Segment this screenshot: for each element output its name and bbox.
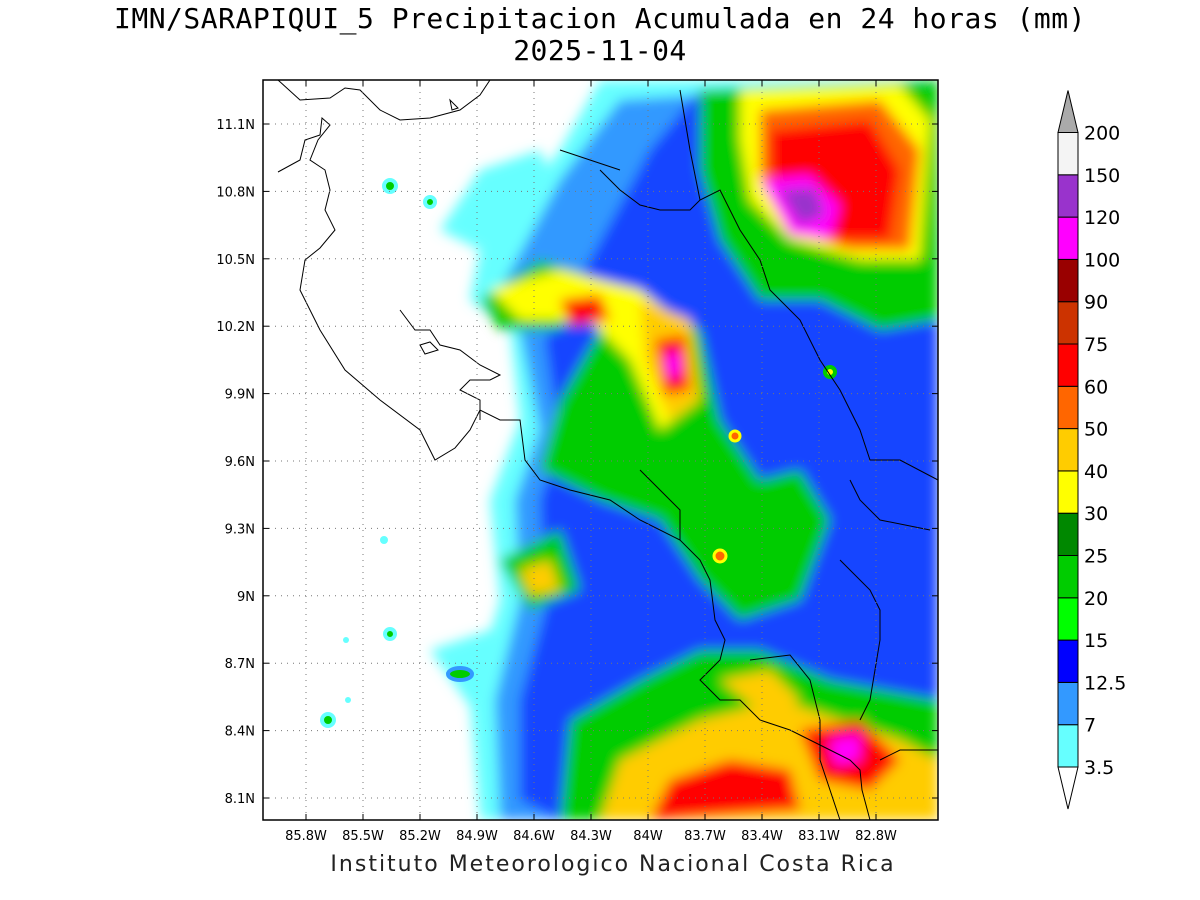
lat-tick-label: 11.1N xyxy=(216,118,255,133)
colorbar-over-arrow xyxy=(1057,90,1079,133)
footer-credit: Instituto Meteorologico Nacional Costa R… xyxy=(330,852,896,877)
colorbar-level-label: 25 xyxy=(1084,546,1108,568)
lat-tick-label: 10.5N xyxy=(216,253,255,268)
lon-tick-label: 84.6W xyxy=(513,829,555,844)
coastline-borders xyxy=(277,80,938,820)
colorbar-level-label: 7 xyxy=(1084,715,1096,737)
colorbar-level-label: 20 xyxy=(1084,588,1108,610)
lat-tick-label: 8.1N xyxy=(225,792,255,807)
lat-tick-label: 9.9N xyxy=(225,388,255,403)
lon-tick-label: 82.8W xyxy=(855,829,897,844)
colorbar-level-label: 100 xyxy=(1084,249,1120,271)
colorbar-level-label: 12.5 xyxy=(1084,672,1126,694)
lon-tick-label: 84.3W xyxy=(570,829,612,844)
colorbar-swatch xyxy=(1057,216,1079,260)
lon-tick-label: 85.2W xyxy=(399,829,441,844)
map-title: IMN/SARAPIQUI_5 Precipitacion Acumulada … xyxy=(113,2,1086,35)
colorbar-level-label: 75 xyxy=(1084,334,1108,356)
colorbar-level-label: 90 xyxy=(1084,292,1108,314)
colorbar-swatch xyxy=(1057,132,1079,176)
colorbar-legend: 3.5 7 12.5 15 20 25 30 40 50 60 75 90 100 120 150 200 xyxy=(1057,90,1126,810)
colorbar-level-label: 60 xyxy=(1084,376,1108,398)
colorbar-swatch xyxy=(1057,343,1079,387)
colorbar-level-label: 3.5 xyxy=(1084,757,1114,779)
colorbar-level-label: 200 xyxy=(1084,123,1120,145)
lon-tick-label: 83.1W xyxy=(798,829,840,844)
colorbar-swatch xyxy=(1057,174,1079,218)
colorbar-level-label: 30 xyxy=(1084,503,1108,525)
axis-tick-marks xyxy=(263,80,938,820)
plot-frame xyxy=(262,79,939,821)
lat-tick-label: 8.4N xyxy=(225,725,255,740)
colorbar-swatch xyxy=(1057,597,1079,641)
colorbar-level-label: 40 xyxy=(1084,461,1108,483)
lat-tick-label: 9N xyxy=(237,590,255,605)
lat-tick-label: 9.6N xyxy=(225,455,255,470)
lon-tick-label: 83.7W xyxy=(684,829,726,844)
map-date: 2025-11-04 xyxy=(513,34,687,67)
colorbar-level-label: 15 xyxy=(1084,630,1108,652)
lon-tick-label: 85.5W xyxy=(342,829,384,844)
colorbar-level-label: 120 xyxy=(1084,207,1120,229)
longitude-axis: 85.8W 85.5W 85.2W 84.9W 84.6W 84.3W 84W 83.7W 83… xyxy=(285,829,897,844)
lat-tick-label: 9.3N xyxy=(225,522,255,537)
colorbar-under-arrow xyxy=(1057,766,1079,810)
colorbar-swatch xyxy=(1057,301,1079,345)
lon-tick-label: 83.4W xyxy=(741,829,783,844)
colorbar-swatch xyxy=(1057,512,1079,557)
precipitation-field xyxy=(263,80,938,820)
colorbar-swatch xyxy=(1057,681,1079,726)
lon-tick-label: 84W xyxy=(633,829,663,844)
colorbar-swatch xyxy=(1057,428,1079,472)
colorbar-swatch xyxy=(1057,639,1079,683)
colorbar-swatch xyxy=(1057,555,1079,599)
lat-tick-label: 10.2N xyxy=(216,320,255,335)
colorbar-swatch xyxy=(1057,470,1079,514)
lat-tick-label: 8.7N xyxy=(225,657,255,672)
colorbar-level-label: 150 xyxy=(1084,165,1120,187)
lat-tick-label: 10.8N xyxy=(216,185,255,200)
lon-tick-label: 84.9W xyxy=(456,829,498,844)
colorbar-swatch xyxy=(1057,385,1079,430)
colorbar-level-label: 50 xyxy=(1084,419,1108,441)
lon-tick-label: 85.8W xyxy=(285,829,327,844)
latitude-axis: 11.1N 10.8N 10.5N 10.2N 9.9N 9.6N 9.3N 9N 8.7N 8.… xyxy=(216,118,255,807)
colorbar-swatch xyxy=(1057,258,1079,303)
colorbar-swatch xyxy=(1057,724,1079,768)
